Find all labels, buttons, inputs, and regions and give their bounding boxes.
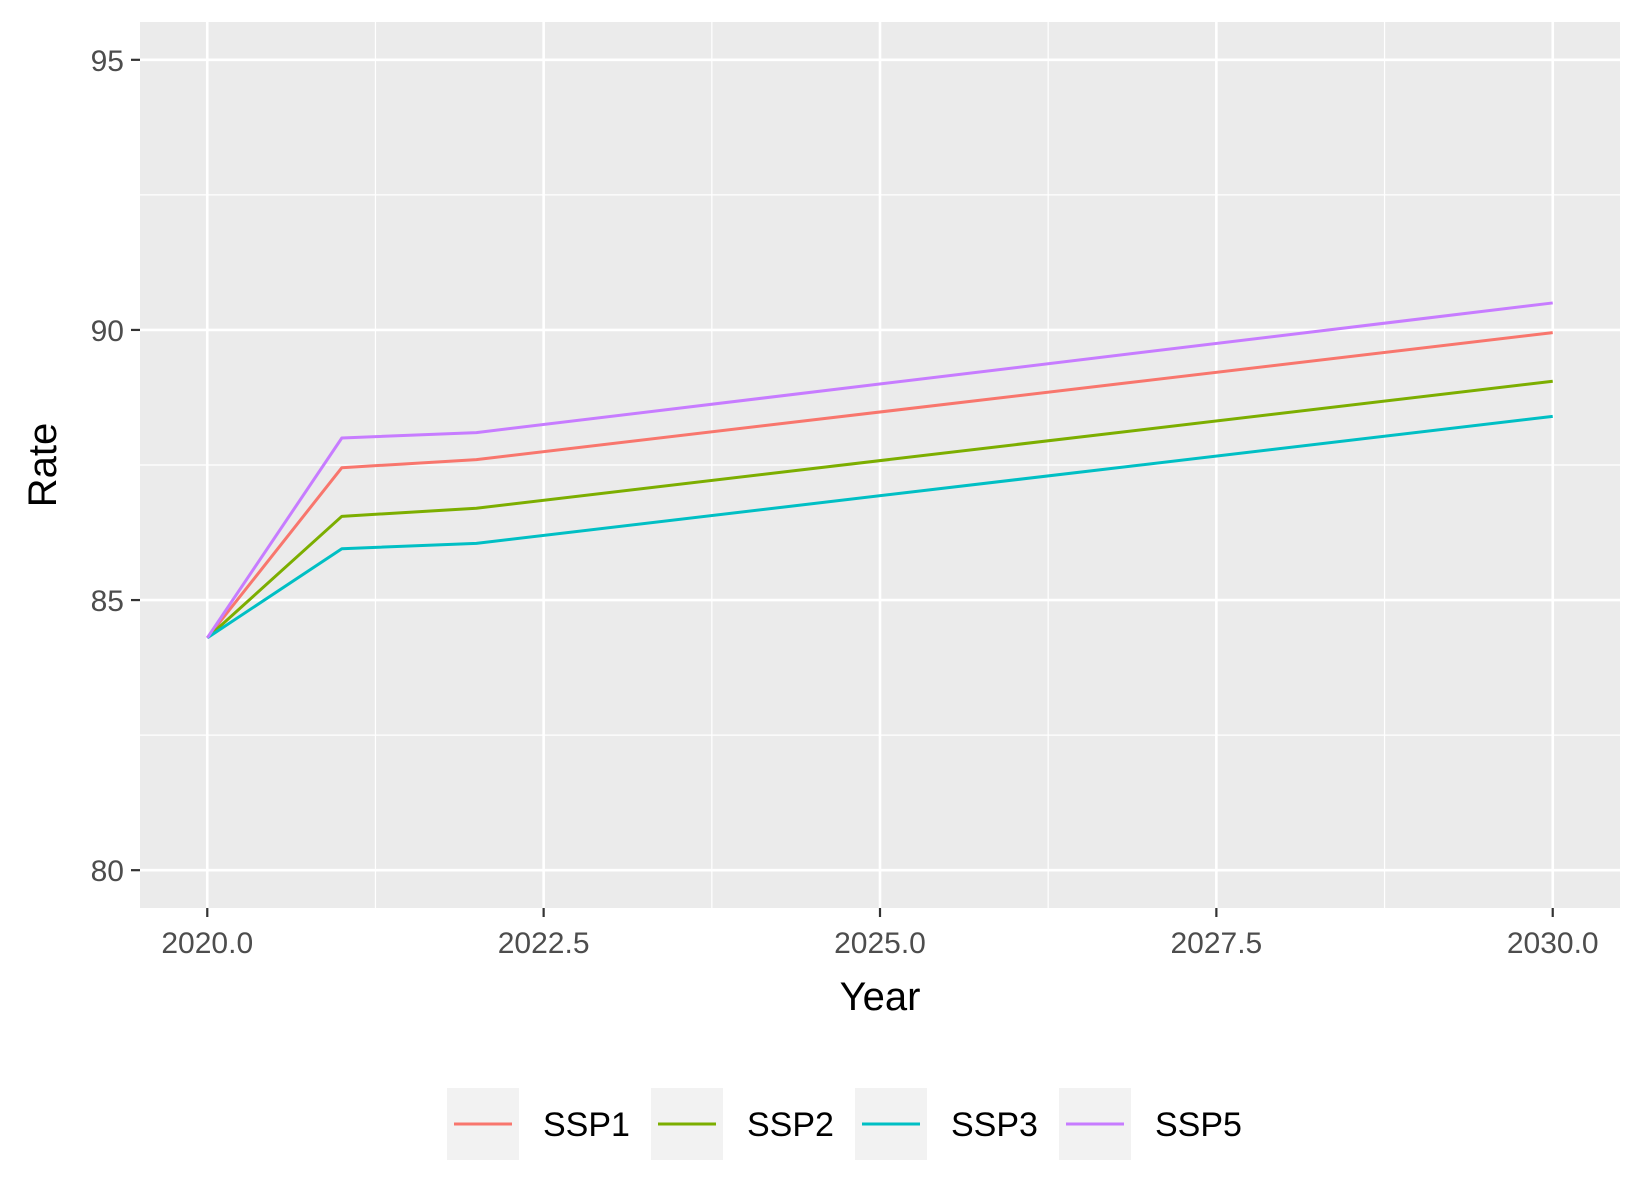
- series-line-ssp1: [206, 331, 1553, 639]
- legend-label: SSP3: [951, 1106, 1038, 1144]
- y-axis-title: Rate: [21, 423, 65, 508]
- x-tick-label: 2030.0: [1507, 927, 1599, 960]
- legend-label: SSP1: [543, 1106, 630, 1144]
- y-tick-label: 80: [91, 855, 124, 888]
- legend-item-ssp1: SSP1: [447, 1088, 630, 1160]
- x-axis: 2020.0 2022.5 2025.0 2027.5 2030.0: [161, 908, 1599, 960]
- series-line-ssp2: [206, 379, 1553, 639]
- y-tick-label: 85: [91, 585, 124, 618]
- legend: SSP1 SSP2 SSP3 SSP5: [447, 1088, 1242, 1160]
- legend-label: SSP5: [1155, 1106, 1242, 1144]
- y-axis: 80 85 90 95: [91, 45, 140, 888]
- legend-item-ssp2: SSP2: [651, 1088, 834, 1160]
- x-tick-label: 2027.5: [1170, 927, 1262, 960]
- x-tick-label: 2020.0: [161, 927, 253, 960]
- series-lines: [206, 301, 1553, 640]
- legend-item-ssp3: SSP3: [855, 1088, 1038, 1160]
- y-tick-label: 95: [91, 45, 124, 78]
- legend-item-ssp5: SSP5: [1059, 1088, 1242, 1160]
- series-line-ssp3: [206, 414, 1553, 640]
- major-grid: [140, 22, 1620, 908]
- series-line-ssp5: [206, 301, 1553, 639]
- x-tick-label: 2025.0: [834, 927, 926, 960]
- x-tick-label: 2022.5: [498, 927, 590, 960]
- y-tick-label: 90: [91, 315, 124, 348]
- legend-label: SSP2: [747, 1106, 834, 1144]
- x-axis-title: Year: [840, 975, 921, 1019]
